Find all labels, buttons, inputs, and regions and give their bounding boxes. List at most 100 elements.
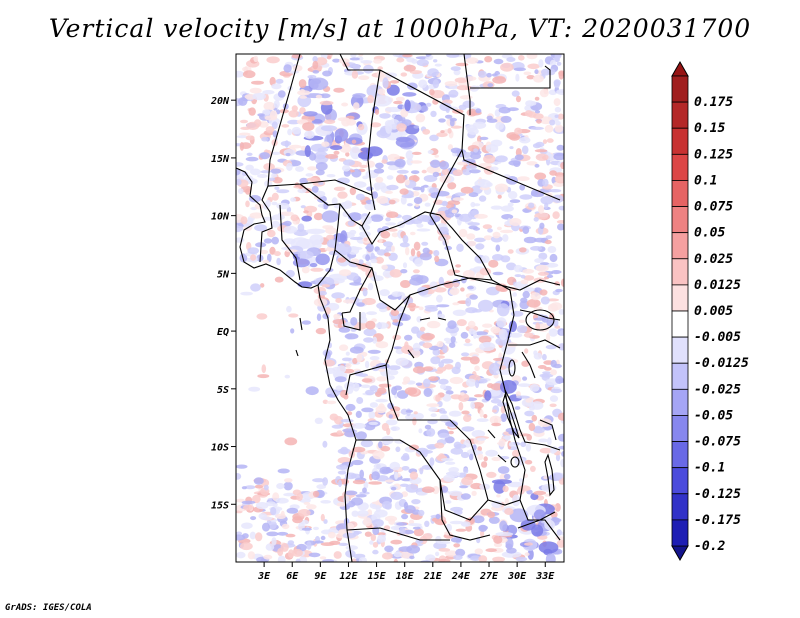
field-blob (333, 551, 342, 559)
field-blob (547, 68, 556, 76)
field-blob (320, 125, 338, 132)
field-blob (447, 182, 457, 190)
field-blob (474, 548, 483, 555)
field-blob (510, 310, 524, 317)
field-blob (385, 419, 398, 426)
field-blob (435, 394, 441, 402)
field-blob (483, 414, 488, 419)
field-blob (372, 450, 385, 460)
field-blob (547, 246, 557, 253)
field-blob (252, 92, 266, 101)
field-blob (378, 238, 383, 244)
field-blob (244, 485, 256, 490)
field-blob (330, 145, 343, 151)
field-blob (467, 222, 480, 226)
field-blob (413, 241, 421, 251)
field-blob (538, 59, 544, 68)
field-blob (323, 519, 328, 524)
field-blob (509, 146, 514, 150)
field-blob (266, 531, 279, 537)
colorbar-top-cap (671, 60, 689, 77)
field-blob (372, 526, 380, 536)
field-blob (451, 366, 461, 375)
field-blob (479, 409, 484, 418)
field-blob (458, 402, 464, 411)
field-blob (393, 100, 403, 105)
field-blob (313, 526, 319, 531)
field-blob (287, 128, 292, 136)
field-blob (539, 88, 549, 98)
field-blob (271, 220, 280, 228)
field-blob (534, 149, 548, 153)
colorbar-swatch (671, 232, 689, 260)
field-blob (522, 290, 530, 299)
field-blob (409, 555, 415, 560)
field-blob (336, 365, 347, 374)
field-blob (555, 536, 564, 541)
field-blob (509, 199, 521, 204)
field-blob (400, 455, 410, 461)
field-blob (460, 392, 465, 396)
field-blob (376, 302, 388, 310)
field-blob (369, 402, 378, 408)
field-blob (358, 557, 367, 562)
field-blob (362, 288, 368, 297)
field-blob (549, 170, 557, 176)
field-blob (515, 95, 522, 103)
field-blob (312, 56, 318, 63)
field-blob (434, 154, 440, 158)
field-blob (557, 433, 564, 442)
field-blob (411, 326, 420, 334)
field-blob (460, 186, 474, 194)
field-blob (419, 326, 426, 332)
field-blob (359, 469, 365, 479)
field-blob (534, 237, 547, 243)
field-blob (312, 490, 320, 498)
colorbar-swatch (671, 284, 689, 312)
field-blob (527, 548, 534, 561)
field-blob (352, 479, 366, 485)
field-blob (402, 381, 408, 385)
field-blob (381, 552, 393, 560)
field-blob (297, 509, 311, 517)
field-blob (454, 443, 467, 449)
field-blob (406, 545, 421, 554)
field-blob (236, 464, 248, 469)
field-blob (368, 411, 376, 419)
field-blob (344, 333, 359, 340)
field-blob (448, 430, 454, 435)
field-blob (548, 189, 562, 193)
field-blob (477, 446, 483, 452)
field-blob (427, 149, 434, 155)
field-blob (258, 513, 268, 520)
field-blob (487, 83, 494, 88)
field-blob (507, 481, 525, 488)
field-blob (334, 376, 347, 383)
field-blob (247, 247, 259, 255)
field-blob (238, 97, 248, 106)
field-blob (433, 287, 447, 293)
field-blob (400, 269, 408, 274)
colorbar-bottom-cap (671, 545, 689, 562)
field-blob (319, 100, 334, 106)
field-blob (392, 334, 402, 341)
field-blob (375, 398, 389, 403)
field-blob (489, 166, 499, 171)
field-blob (463, 414, 472, 423)
field-blob (396, 123, 407, 132)
field-blob (486, 471, 497, 478)
field-blob (433, 59, 438, 63)
field-blob (484, 390, 492, 401)
field-blob (517, 485, 531, 492)
field-blob (399, 527, 406, 536)
field-blob (375, 176, 384, 183)
field-blob (470, 201, 476, 208)
field-blob (394, 471, 399, 480)
field-blob (341, 102, 349, 107)
field-blob (241, 486, 247, 490)
field-blob (460, 356, 473, 361)
field-blob (475, 379, 480, 389)
field-blob (365, 389, 375, 396)
field-blob (434, 442, 445, 449)
field-blob (535, 153, 549, 161)
